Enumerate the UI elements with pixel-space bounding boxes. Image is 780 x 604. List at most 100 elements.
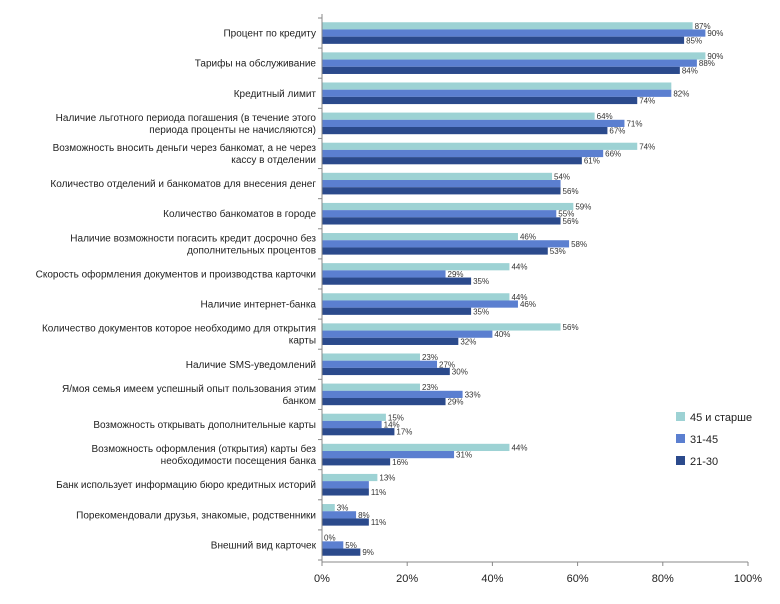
bar-45-и-старше-6 bbox=[322, 202, 574, 211]
value-label: 17% bbox=[396, 428, 412, 437]
bar-21-30-9 bbox=[322, 307, 472, 315]
x-tick-label: 60% bbox=[567, 573, 589, 585]
bar-31-45-8 bbox=[322, 270, 446, 278]
category-label: Возможность вносить деньги через банкома… bbox=[53, 142, 317, 154]
category-label: Наличие SMS-уведомлений bbox=[186, 360, 316, 371]
bar-31-45-3 bbox=[322, 119, 625, 127]
category-label: дополнительных процентов bbox=[187, 245, 316, 256]
value-label: 5% bbox=[345, 541, 357, 550]
legend-swatch bbox=[676, 434, 685, 443]
legend-label: 31-45 bbox=[690, 434, 718, 446]
value-label: 44% bbox=[511, 293, 527, 302]
bar-21-30-11 bbox=[322, 367, 450, 376]
x-tick-label: 40% bbox=[481, 573, 503, 585]
value-label: 16% bbox=[392, 458, 408, 467]
value-label: 71% bbox=[626, 119, 642, 128]
category-label: банком bbox=[282, 395, 316, 407]
value-label: 56% bbox=[563, 323, 579, 332]
x-tick-label: 100% bbox=[734, 573, 762, 585]
value-label: 11% bbox=[371, 518, 386, 527]
category-label: Количество банкоматов в городе bbox=[163, 208, 316, 220]
bar-21-30-2 bbox=[322, 96, 638, 105]
bar-45-и-старше-7 bbox=[322, 233, 518, 241]
bar-45-и-старше-4 bbox=[322, 142, 638, 150]
value-labels: 87%90%85%90%88%84%82%74%64%71%67%74%66%6… bbox=[324, 22, 723, 557]
category-label: Порекомендовали друзья, знакомые, родств… bbox=[76, 510, 316, 521]
value-label: 29% bbox=[448, 270, 464, 279]
bar-45-и-старше-1 bbox=[322, 52, 706, 60]
bar-21-30-13 bbox=[322, 428, 395, 436]
legend-label: 45 и старше bbox=[690, 412, 752, 424]
value-label: 35% bbox=[473, 277, 489, 286]
value-label: 74% bbox=[639, 142, 655, 151]
value-label: 84% bbox=[682, 66, 698, 75]
value-label: 85% bbox=[686, 36, 702, 45]
category-label: необходимости посещения банка bbox=[161, 455, 317, 467]
legend: 45 и старше 31-45 21-30 bbox=[676, 412, 752, 468]
category-label: Банк использует информацию бюро кредитны… bbox=[56, 479, 316, 491]
value-label: 23% bbox=[422, 353, 438, 362]
value-label: 82% bbox=[673, 89, 689, 98]
value-label: 56% bbox=[563, 217, 579, 226]
bar-21-30-6 bbox=[322, 217, 561, 225]
value-label: 29% bbox=[448, 398, 464, 407]
legend-label: 21-30 bbox=[690, 456, 718, 468]
value-label: 74% bbox=[639, 96, 655, 105]
category-label: Скорость оформления документов и произво… bbox=[36, 268, 316, 280]
value-label: 9% bbox=[362, 548, 374, 557]
bar-31-45-17 bbox=[322, 541, 344, 549]
bar-45-и-старше-0 bbox=[322, 22, 693, 30]
bar-21-30-4 bbox=[322, 157, 582, 165]
value-label: 30% bbox=[452, 367, 468, 376]
bar-21-30-8 bbox=[322, 277, 472, 285]
value-label: 58% bbox=[571, 240, 587, 249]
bar-45-и-старше-5 bbox=[322, 172, 553, 181]
category-labels: Процент по кредиту Тарифы на обслуживание… bbox=[36, 29, 317, 552]
value-label: 31% bbox=[456, 451, 472, 460]
value-label: 15% bbox=[388, 413, 404, 422]
bar-45-и-старше-12 bbox=[322, 383, 420, 391]
bar-21-30-14 bbox=[322, 458, 391, 466]
category-label: Внешний вид карточек bbox=[211, 540, 317, 551]
value-label: 59% bbox=[575, 203, 591, 212]
value-label: 0% bbox=[324, 534, 336, 543]
bar-31-45-16 bbox=[322, 511, 357, 519]
value-label: 13% bbox=[379, 474, 395, 483]
bar-21-30-15 bbox=[322, 488, 369, 496]
bar-45-и-старше-16 bbox=[322, 504, 335, 512]
category-label: кассу в отделении bbox=[231, 155, 316, 166]
bar-21-30-3 bbox=[322, 126, 608, 135]
bar-45-и-старше-9 bbox=[322, 293, 510, 301]
value-label: 23% bbox=[422, 383, 438, 392]
category-label: Процент по кредиту bbox=[223, 29, 316, 40]
value-label: 40% bbox=[494, 330, 510, 339]
value-label: 90% bbox=[707, 29, 723, 38]
value-label: 66% bbox=[605, 150, 621, 159]
bar-31-45-13 bbox=[322, 420, 382, 429]
bar-31-45-9 bbox=[322, 300, 518, 308]
x-axis: 0% 20% 40% 60% 80% 100% bbox=[314, 14, 762, 585]
bar-31-45-14 bbox=[322, 451, 455, 459]
bar-45-и-старше-15 bbox=[322, 473, 378, 482]
value-label: 87% bbox=[695, 22, 711, 31]
bar-31-45-10 bbox=[322, 330, 493, 338]
value-label: 61% bbox=[584, 157, 600, 166]
value-label: 27% bbox=[439, 360, 455, 369]
value-label: 32% bbox=[460, 337, 476, 346]
bar-21-30-16 bbox=[322, 518, 369, 526]
category-label: Количество отделений и банкоматов для вн… bbox=[50, 178, 316, 190]
bar-31-45-0 bbox=[322, 29, 706, 37]
bar-31-45-4 bbox=[322, 149, 604, 158]
bar-21-30-12 bbox=[322, 397, 446, 406]
legend-swatch bbox=[676, 456, 685, 465]
category-label: Наличие льготного периода погашения (в т… bbox=[56, 113, 317, 124]
bar-21-30-5 bbox=[322, 187, 561, 195]
category-label: Кредитный лимит bbox=[234, 89, 317, 100]
category-label: Наличие возможности погасить кредит доср… bbox=[70, 232, 316, 244]
bar-21-30-10 bbox=[322, 337, 459, 345]
value-label: 67% bbox=[609, 127, 625, 136]
bar-45-и-старше-2 bbox=[322, 82, 672, 90]
value-label: 53% bbox=[550, 247, 566, 256]
value-label: 46% bbox=[520, 300, 536, 309]
